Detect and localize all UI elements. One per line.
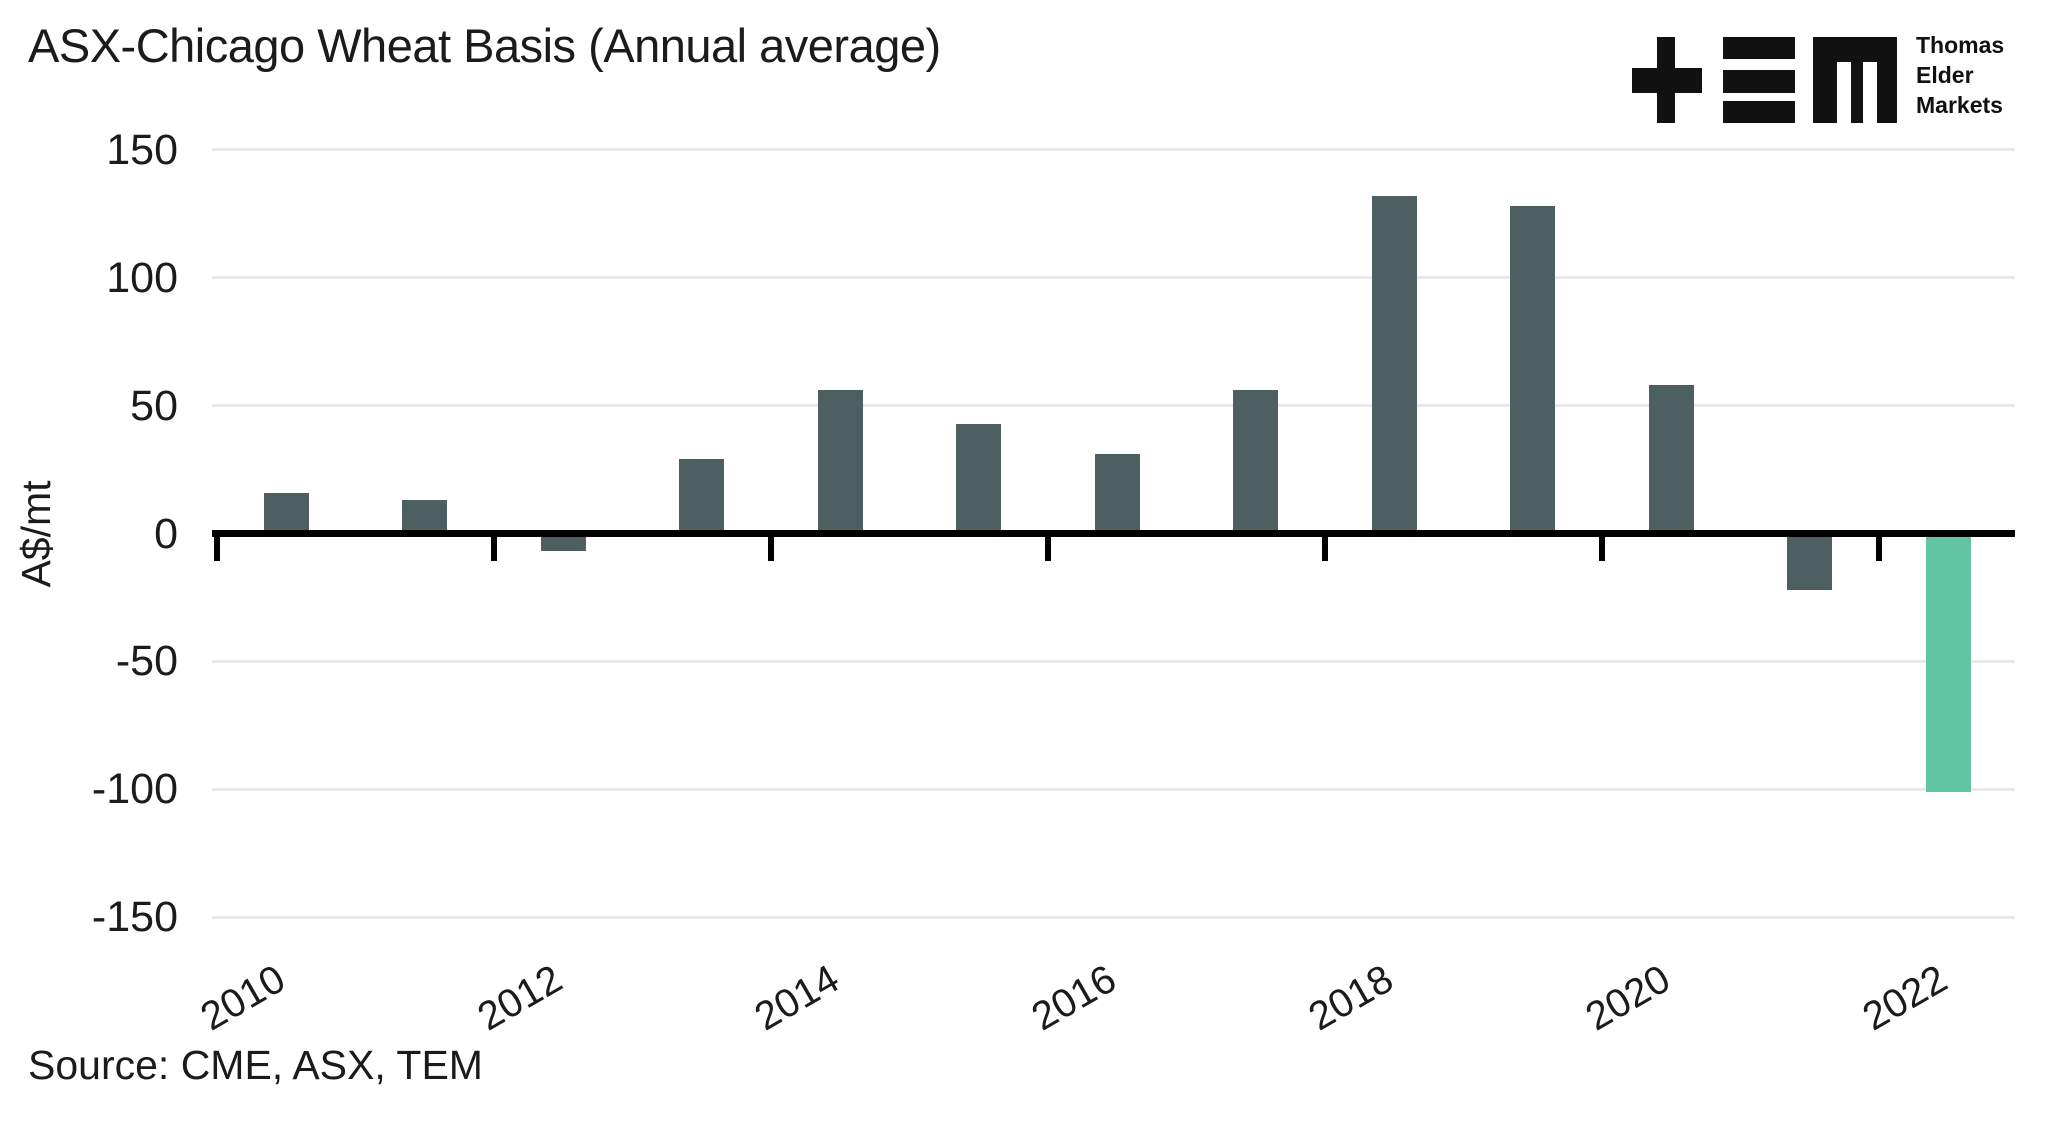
bar-2013 [679, 459, 724, 534]
logo-line-thomas: Thomas [1916, 32, 2005, 58]
y-tick-label-150: 150 [106, 125, 178, 174]
x-axis-tick-2010 [213, 533, 220, 561]
bar-2016 [1094, 454, 1140, 534]
gridline--50 [212, 659, 2015, 663]
x-tick-label-2014: 2014 [747, 956, 847, 1040]
x-tick-label-2016: 2016 [1024, 956, 1124, 1040]
x-axis-tick-2016 [1044, 533, 1051, 561]
x-tick-label-2020: 2020 [1578, 956, 1678, 1040]
bar-2017 [1233, 390, 1278, 534]
y-tick-label--150: -150 [91, 893, 178, 941]
bar-2020 [1648, 385, 1694, 534]
x-axis-tick-2020 [1598, 533, 1605, 561]
bar-2015 [956, 423, 1001, 534]
y-tick-label--50: -50 [115, 637, 178, 686]
x-axis-line [212, 530, 2015, 537]
bar-2019 [1510, 206, 1555, 534]
tem-logo-icon [1632, 37, 1897, 123]
y-tick-label-0: 0 [154, 509, 178, 558]
gridline--100 [212, 787, 2015, 791]
x-axis-tick-2022 [1875, 533, 1882, 561]
bar-2014 [817, 390, 863, 534]
chart-title: ASX-Chicago Wheat Basis (Annual average) [28, 19, 941, 72]
y-tick-label-100: 100 [106, 253, 178, 302]
gridline-100 [212, 276, 2015, 280]
x-tick-label-2012: 2012 [470, 956, 570, 1040]
bar-2011 [402, 500, 447, 534]
gridline-150 [212, 148, 2015, 152]
y-tick-label--100: -100 [91, 765, 178, 814]
x-tick-label-2018: 2018 [1301, 956, 1401, 1040]
logo-line-markets: Markets [1916, 92, 2003, 118]
bar-2022 [1925, 533, 1971, 792]
gridline--150 [212, 915, 2015, 919]
x-tick-label-2010: 2010 [193, 956, 293, 1040]
y-tick-label-50: 50 [130, 381, 178, 430]
source-note: Source: CME, ASX, TEM [28, 1042, 483, 1088]
x-axis-tick-2018 [1321, 533, 1328, 561]
tem-logo-wordmark: Thomas Elder Markets [1916, 30, 2004, 120]
logo-line-elder: Elder [1916, 62, 1974, 88]
bar-2010 [263, 492, 309, 534]
bar-2018 [1371, 196, 1417, 534]
bar-2021 [1787, 533, 1832, 590]
x-axis-tick-2014 [767, 533, 774, 561]
bar-2012 [540, 533, 586, 552]
gridline-50 [212, 404, 2015, 408]
x-axis-tick-2012 [490, 533, 497, 561]
x-tick-label-2022: 2022 [1855, 956, 1955, 1040]
